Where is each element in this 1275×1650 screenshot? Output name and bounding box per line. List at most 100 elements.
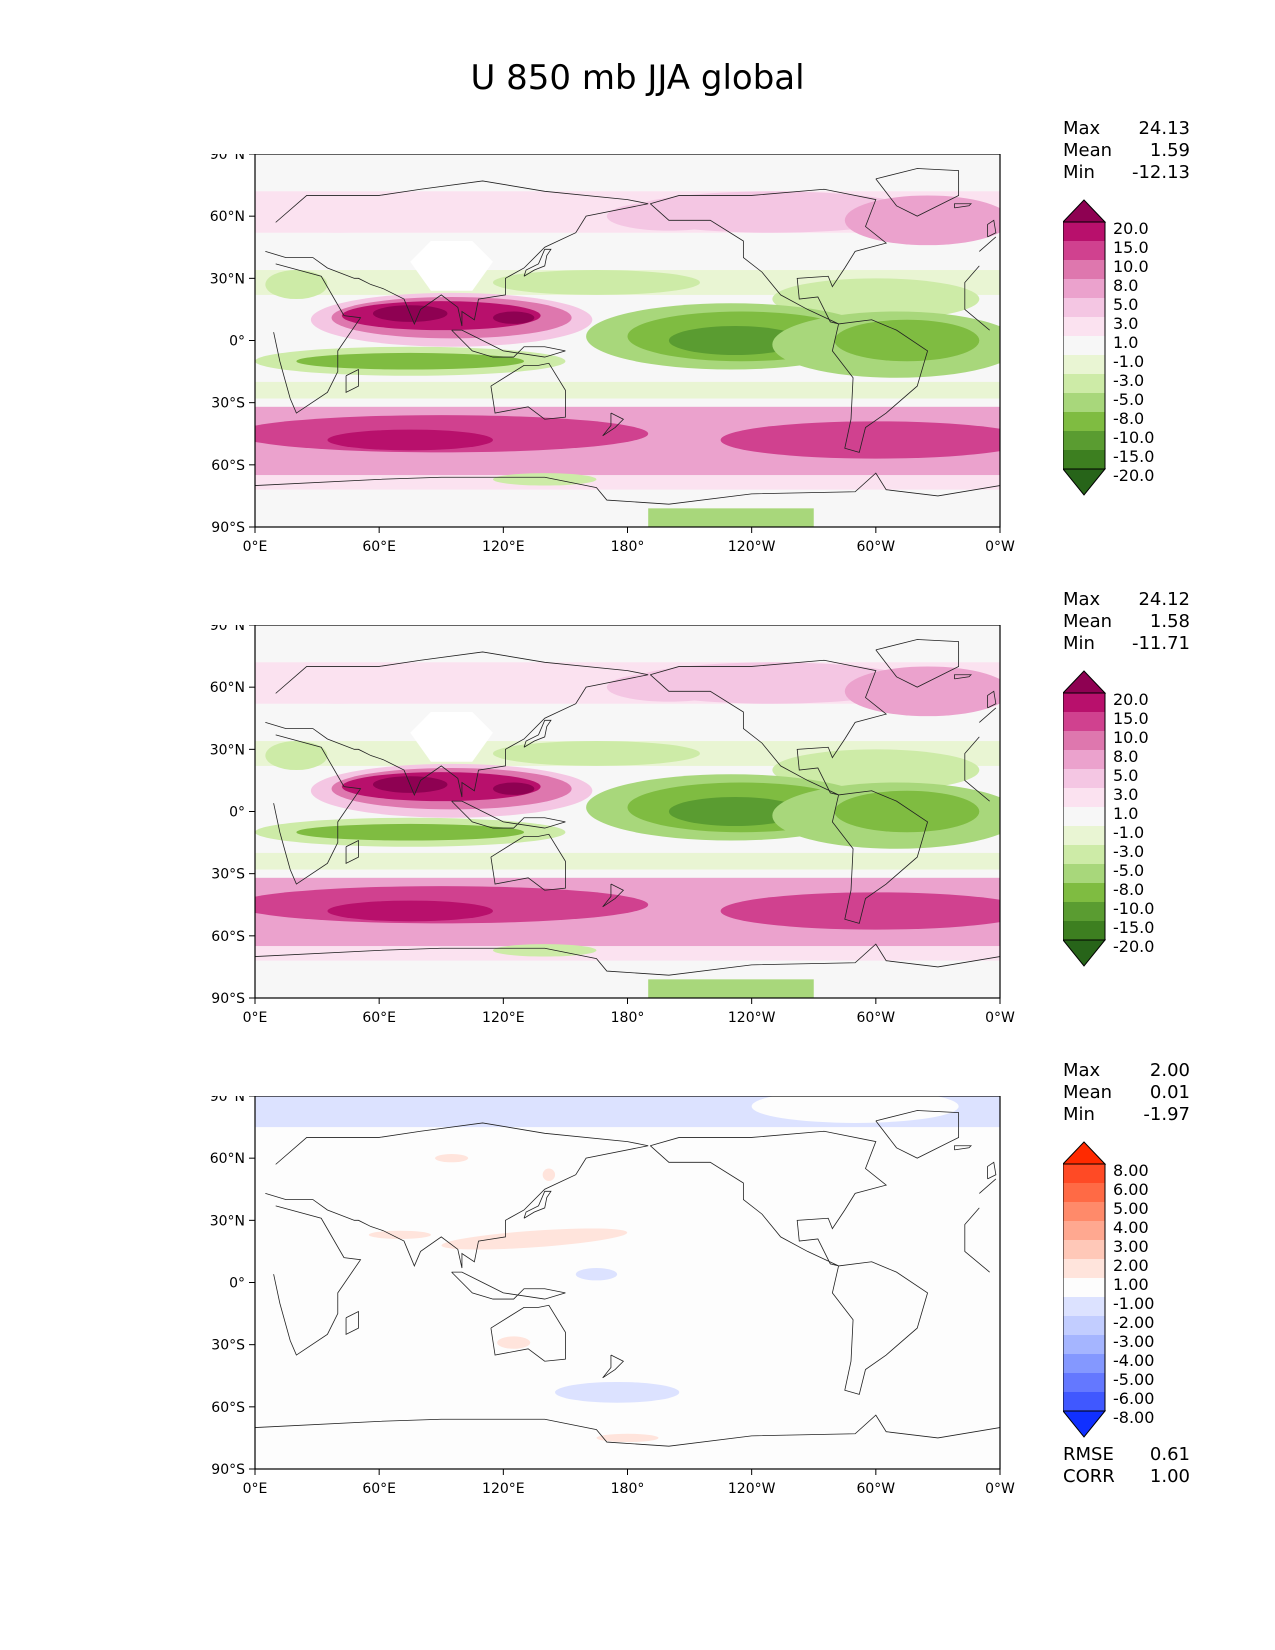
colorbar-segment <box>1063 1183 1105 1203</box>
colorbar-label: 1.0 <box>1113 333 1138 352</box>
stat-value: 0.01 <box>1149 1082 1190 1103</box>
map-plot: 90°N 60°N 30°N 0° 30°S 60°S 90°S 0°E 60°E 120°E 18… <box>210 1096 1015 1497</box>
colorbar-segment <box>1063 712 1105 732</box>
coastlines <box>255 639 1000 976</box>
coast-africa <box>273 734 990 885</box>
field-sh-westerlies-atlantic <box>720 892 1000 930</box>
stat-value: 0.61 <box>1149 1444 1190 1465</box>
colorbar-label: 6.00 <box>1113 1180 1149 1199</box>
coast-iceland <box>954 203 972 209</box>
stat-value: -12.13 <box>1131 162 1190 183</box>
colorbar-label: -5.00 <box>1113 1370 1154 1389</box>
colorbar-segment <box>1063 864 1105 884</box>
y-tick-label: 60°N <box>210 209 245 225</box>
colorbar-segment <box>1063 1373 1105 1393</box>
coast-new-zealand <box>602 412 625 437</box>
stat-row: Min -11.71 <box>1063 633 1190 655</box>
coast-uk <box>987 1161 997 1180</box>
panel-difference: 90°N 60°N 30°N 0° 30°S 60°S 90°S 0°E 60°E 120°E 18… <box>0 0 1275 1497</box>
field-monsoon-jet-core-east <box>492 311 535 324</box>
field-sh-westerlies-indian-core <box>327 900 493 922</box>
colorbar: 8.006.005.004.003.002.001.00-1.00-2.00-3… <box>1063 1141 1154 1438</box>
coast-uk <box>987 219 997 238</box>
field-missing-tibet <box>410 241 493 291</box>
field-nh-pacific-subtropical-easterlies <box>492 270 700 295</box>
coast-africa <box>273 1205 990 1356</box>
error-stats-block: RMSE 0.61 CORR 1.00 <box>1063 1444 1190 1488</box>
coast-iceland <box>954 674 972 680</box>
colorbar-label: -15.0 <box>1113 918 1154 937</box>
y-tick-label: 0° <box>229 805 245 821</box>
x-tick-label: 60°E <box>362 1010 396 1026</box>
field-sh-high-lat <box>255 946 1000 961</box>
stat-value: 24.12 <box>1138 589 1190 610</box>
coast-madagascar <box>345 368 359 393</box>
x-tick-label: 60°E <box>362 539 396 555</box>
colorbar-label: -4.00 <box>1113 1351 1154 1370</box>
colorbar-segment <box>1063 1164 1105 1184</box>
field-antarctic-coastal-easterlies <box>492 944 597 957</box>
colorbar-label: 10.0 <box>1113 257 1149 276</box>
coast-greenland <box>875 639 960 688</box>
colorbar-segment <box>1063 393 1105 413</box>
coast-japan <box>523 719 552 748</box>
stat-label: Mean <box>1063 140 1113 161</box>
field-okhotsk-positive <box>542 1168 556 1181</box>
stats-block: Max 24.12 Mean 1.58 Min -11.71 <box>1063 589 1190 655</box>
colorbar-extend-min <box>1063 939 1107 967</box>
colorbar-label: -20.0 <box>1113 937 1154 956</box>
x-tick-label: 120°E <box>482 539 525 555</box>
colorbar-segment <box>1063 260 1105 280</box>
x-tick-label: 60°W <box>856 1010 895 1026</box>
coast-australia <box>490 833 566 891</box>
coast-uk <box>987 690 997 709</box>
field-tropical-negative <box>575 1267 618 1281</box>
stats-block: Max 2.00 Mean 0.01 Min -1.97 <box>1063 1060 1190 1126</box>
colorbar-segment <box>1063 1354 1105 1374</box>
colorbar-segment <box>1063 279 1105 299</box>
y-tick-label: 90°S <box>211 991 245 1007</box>
y-tick-label: 90°S <box>211 1462 245 1478</box>
colorbar-label: -20.0 <box>1113 466 1154 485</box>
colorbar-label: 5.0 <box>1113 295 1138 314</box>
colorbar-segment <box>1063 1316 1105 1336</box>
field-sh-high-lat <box>255 475 1000 490</box>
coast-greenland <box>875 1110 960 1159</box>
colorbar-segment <box>1063 1259 1105 1279</box>
colorbar-segment <box>1063 921 1105 941</box>
colorbar-label: -15.0 <box>1113 447 1154 466</box>
x-tick-label: 120°E <box>482 1481 525 1497</box>
y-tick-label: 30°S <box>211 1338 245 1354</box>
field-arctic-gap <box>751 1096 959 1123</box>
colorbar-label: 2.00 <box>1113 1256 1149 1275</box>
field-atlantic-easterlies-mid <box>834 319 980 362</box>
x-tick-label: 180° <box>611 1481 645 1497</box>
map-plot: 90°N 60°N 30°N 0° 30°S 60°S 90°S 0°E 60°E 120°E 18… <box>210 154 1015 555</box>
stat-row: RMSE 0.61 <box>1063 1444 1190 1466</box>
colorbar-segment <box>1063 1202 1105 1222</box>
colorbar: 20.015.010.08.05.03.01.0-1.0-3.0-5.0-8.0… <box>1063 670 1154 967</box>
stat-row: Mean 0.01 <box>1063 1082 1190 1104</box>
stat-value: 24.13 <box>1138 118 1190 139</box>
x-tick-label: 120°W <box>728 1010 776 1026</box>
field-pacific-easterlies-core <box>668 796 802 827</box>
colorbar-segment <box>1063 241 1105 261</box>
colorbar-segment <box>1063 750 1105 770</box>
y-tick-label: 60°N <box>210 680 245 696</box>
field-australia-positive <box>497 1336 531 1349</box>
field-arabian-positive <box>368 1230 431 1239</box>
coastlines <box>255 1110 1000 1447</box>
colorbar-label: 20.0 <box>1113 219 1149 238</box>
field-wpacific-positive <box>441 1228 628 1250</box>
stat-row: Mean 1.59 <box>1063 140 1190 162</box>
stat-label: Mean <box>1063 611 1113 632</box>
x-tick-label: 120°E <box>482 1010 525 1026</box>
colorbar-label: 1.0 <box>1113 804 1138 823</box>
colorbar-label: -1.00 <box>1113 1294 1154 1313</box>
stat-value: 1.00 <box>1149 1466 1190 1487</box>
field-antarctic <box>255 960 1000 998</box>
field-antarctic-easterlies <box>648 508 814 527</box>
y-tick-label: 90°N <box>210 154 245 163</box>
y-tick-label: 30°N <box>210 742 245 758</box>
field-sahara-easterlies <box>265 741 328 771</box>
